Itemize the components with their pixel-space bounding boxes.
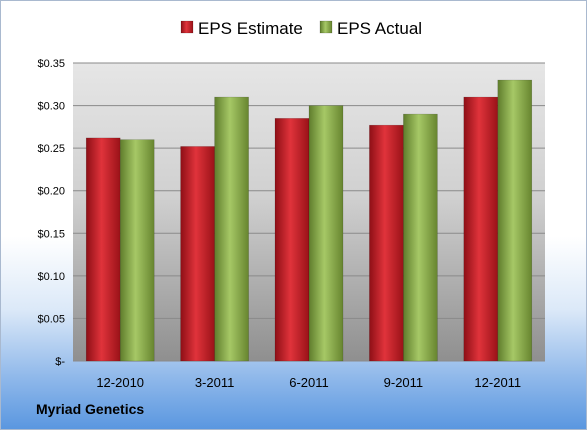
y-tick-label: $0.10 — [37, 271, 65, 283]
y-tick-label: $0.30 — [37, 101, 65, 113]
bar-eps-estimate — [463, 96, 499, 362]
x-category-label: 3-2011 — [195, 375, 235, 390]
y-tick-label: $0.15 — [37, 228, 65, 240]
legend-label-actual: EPS Actual — [337, 19, 422, 38]
bar-eps-actual — [119, 139, 155, 362]
bar-eps-estimate — [369, 124, 404, 362]
y-tick-label: $0.05 — [37, 313, 65, 325]
bar-eps-actual — [308, 105, 344, 362]
x-category-label: 12-2010 — [96, 375, 144, 390]
legend-swatch-estimate — [180, 20, 194, 34]
legend-swatch-actual — [319, 20, 333, 34]
bar-eps-estimate — [180, 146, 215, 362]
x-category-label: 9-2011 — [384, 375, 424, 390]
bar-eps-estimate — [274, 118, 310, 362]
x-category-label: 12-2011 — [474, 375, 521, 390]
x-category-label: 6-2011 — [289, 375, 329, 390]
bar-eps-actual — [403, 113, 438, 362]
y-tick-label: $0.25 — [37, 143, 65, 155]
y-tick-label: $0.35 — [37, 58, 65, 70]
bar-eps-estimate — [85, 137, 121, 362]
company-label: Myriad Genetics — [36, 401, 145, 417]
y-tick-label: $0.20 — [37, 186, 65, 198]
bar-eps-actual — [214, 96, 249, 362]
bar-eps-actual — [497, 79, 533, 362]
y-tick-label: $- — [55, 356, 65, 368]
legend-label-estimate: EPS Estimate — [198, 19, 303, 38]
